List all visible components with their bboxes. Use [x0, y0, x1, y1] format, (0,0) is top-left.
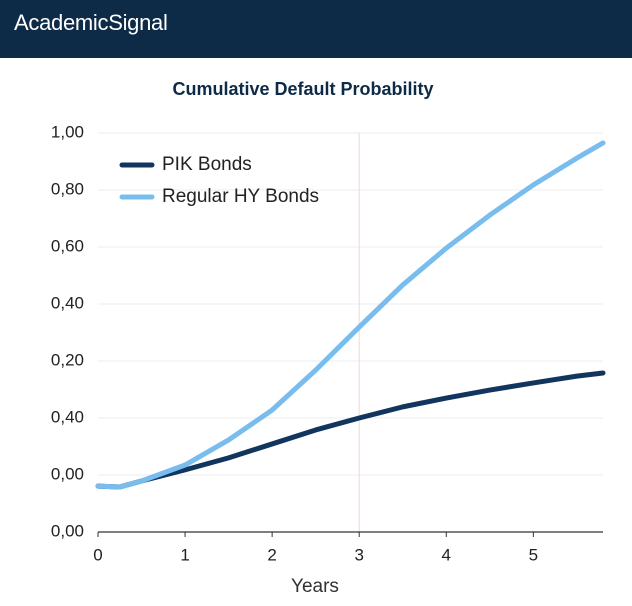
x-tick-label: 2 — [267, 545, 276, 564]
x-axis-label: Years — [291, 576, 339, 597]
x-tick-label: 3 — [354, 545, 363, 564]
x-tick-label: 1 — [180, 545, 189, 564]
header: AcademicSignal — [0, 0, 632, 58]
chart-title: Cumulative Default Probability — [172, 79, 433, 99]
series-line — [95, 140, 606, 490]
chart: Cumulative Default Probability Years 1,0… — [51, 79, 606, 597]
y-tick-label: 1,00 — [51, 122, 84, 141]
y-tick-label: 0,60 — [51, 236, 84, 255]
legend-label: PIK Bonds — [162, 154, 252, 175]
y-tick-label: 0,80 — [51, 179, 84, 198]
y-tick-label: 0,00 — [51, 521, 84, 540]
x-tick-label: 5 — [529, 545, 538, 564]
legend-label: Regular HY Bonds — [162, 186, 319, 207]
y-tick-label: 0,20 — [51, 350, 84, 369]
x-tick-label: 4 — [442, 545, 451, 564]
brand-logo: AcademicSignal — [14, 10, 168, 35]
x-tick-label: 0 — [93, 545, 102, 564]
y-tick-label: 0,40 — [51, 293, 84, 312]
y-tick-label: 0,00 — [51, 464, 84, 483]
y-tick-label: 0,40 — [51, 407, 84, 426]
